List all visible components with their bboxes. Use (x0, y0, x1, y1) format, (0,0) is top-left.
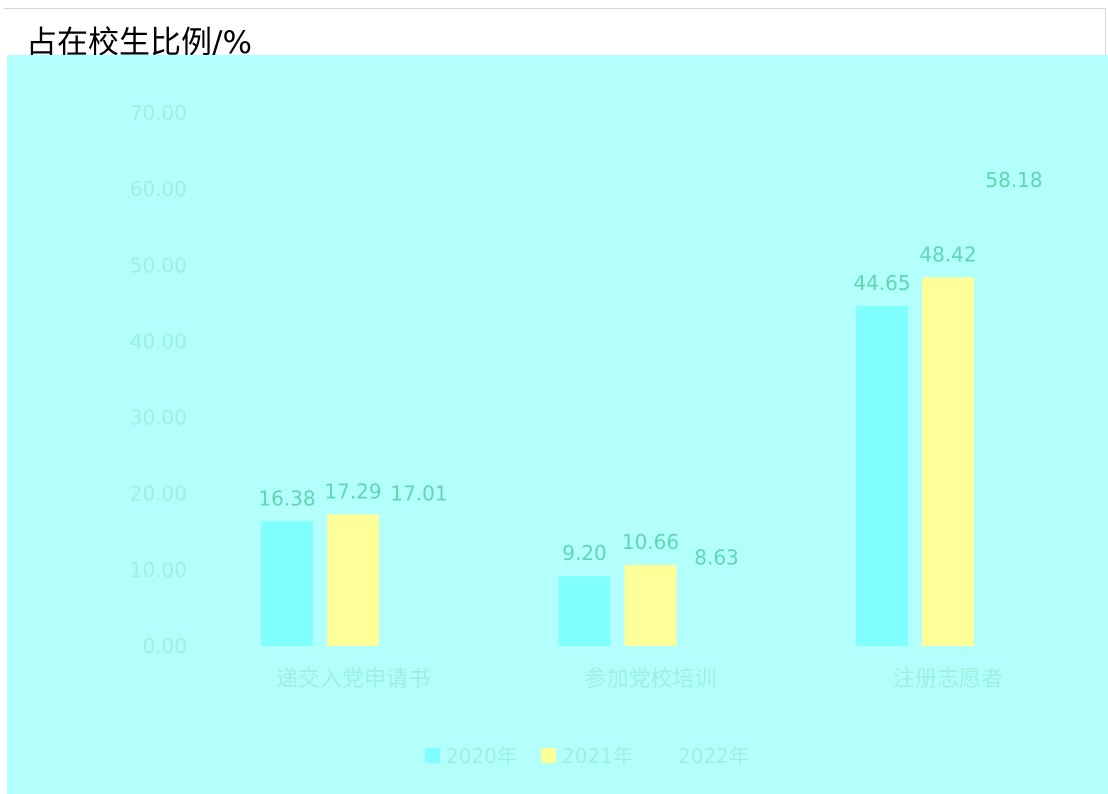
bar-3-1 (393, 516, 445, 646)
bar-1-1 (261, 521, 313, 646)
y-tick-label: 50.00 (130, 253, 187, 277)
data-label: 8.63 (694, 545, 739, 569)
data-label: 16.38 (258, 486, 315, 510)
category-label: 参加党校培训 (584, 667, 716, 692)
y-tick-label: 70.00 (130, 101, 187, 125)
category-label: 递交入党申请书 (276, 667, 430, 692)
bar-3-3 (988, 203, 1040, 646)
legend-label: 2021年 (562, 744, 633, 768)
data-label: 9.20 (562, 541, 607, 565)
y-tick-label: 30.00 (130, 406, 187, 430)
legend-swatch (657, 748, 672, 763)
bar-2-2 (624, 564, 677, 646)
bar-chart: 0.00 10.00 20.00 30.00 40.00 50.00 60.00 70.00 1… (7, 55, 1108, 794)
data-label: 48.42 (919, 242, 976, 266)
bar-2-1 (327, 514, 379, 646)
legend-swatch (541, 748, 556, 763)
plot-panel: 0.00 10.00 20.00 30.00 40.00 50.00 60.00 70.00 1… (7, 55, 1108, 794)
y-tick-label: 40.00 (130, 329, 187, 353)
data-label: 58.18 (985, 168, 1042, 192)
data-label: 17.29 (324, 479, 381, 503)
y-tick-label: 60.00 (130, 177, 187, 201)
bar-2-3 (922, 277, 974, 646)
legend-swatch (425, 748, 440, 763)
bar-1-2 (558, 575, 611, 646)
data-label: 44.65 (853, 271, 910, 295)
y-tick-label: 0.00 (142, 634, 187, 658)
y-tick-label: 20.00 (130, 482, 187, 506)
y-tick-label: 10.00 (130, 558, 187, 582)
legend-label: 2020年 (446, 744, 517, 768)
data-label: 17.01 (390, 481, 447, 505)
data-label: 10.66 (622, 530, 679, 554)
bar-3-2 (690, 580, 743, 646)
category-label: 注册志愿者 (893, 667, 1003, 692)
legend-label: 2022年 (678, 744, 749, 768)
bar-1-3 (856, 306, 908, 646)
chart-title: 占在校生比例/% (26, 25, 252, 61)
